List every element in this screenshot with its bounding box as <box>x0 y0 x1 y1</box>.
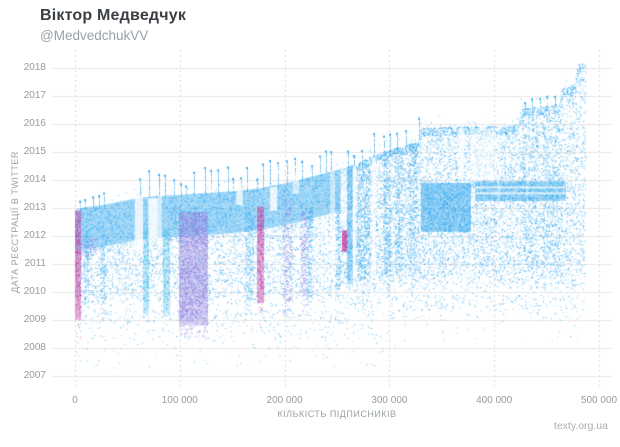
x-tick-400000: 400 000 <box>476 395 513 406</box>
y-tick-2010: 2010 <box>23 286 46 297</box>
y-tick-2012: 2012 <box>23 230 46 241</box>
watermark: texty.org.ua <box>553 420 608 432</box>
y-tick-2013: 2013 <box>23 202 46 213</box>
x-tick-100000: 100 000 <box>161 395 198 406</box>
y-tick-2015: 2015 <box>23 146 46 157</box>
twitter-handle: @MedvedchukVV <box>40 28 149 43</box>
x-tick-0: 0 <box>72 395 78 406</box>
x-tick-300000: 300 000 <box>371 395 408 406</box>
x-axis-title: КІЛЬКІСТЬ ПІДПИСНИКІВ <box>277 409 397 419</box>
y-axis-title: ДАТА РЕЄСТРАЦІЇ В TWITTER <box>10 151 20 293</box>
y-tick-2009: 2009 <box>23 314 46 325</box>
y-tick-2018: 2018 <box>23 62 46 73</box>
y-tick-2016: 2016 <box>23 118 46 129</box>
y-tick-2011: 2011 <box>24 258 46 269</box>
x-tick-500000: 500 000 <box>580 395 618 406</box>
chart-header: Віктор Медведчук @MedvedchukVV <box>40 7 186 43</box>
y-tick-2014: 2014 <box>23 174 46 185</box>
x-tick-200000: 200 000 <box>266 395 303 406</box>
y-tick-2017: 2017 <box>23 90 46 101</box>
y-tick-2008: 2008 <box>23 342 46 353</box>
y-tick-2007: 2007 <box>23 370 46 381</box>
page-title: Віктор Медведчук <box>40 7 187 24</box>
